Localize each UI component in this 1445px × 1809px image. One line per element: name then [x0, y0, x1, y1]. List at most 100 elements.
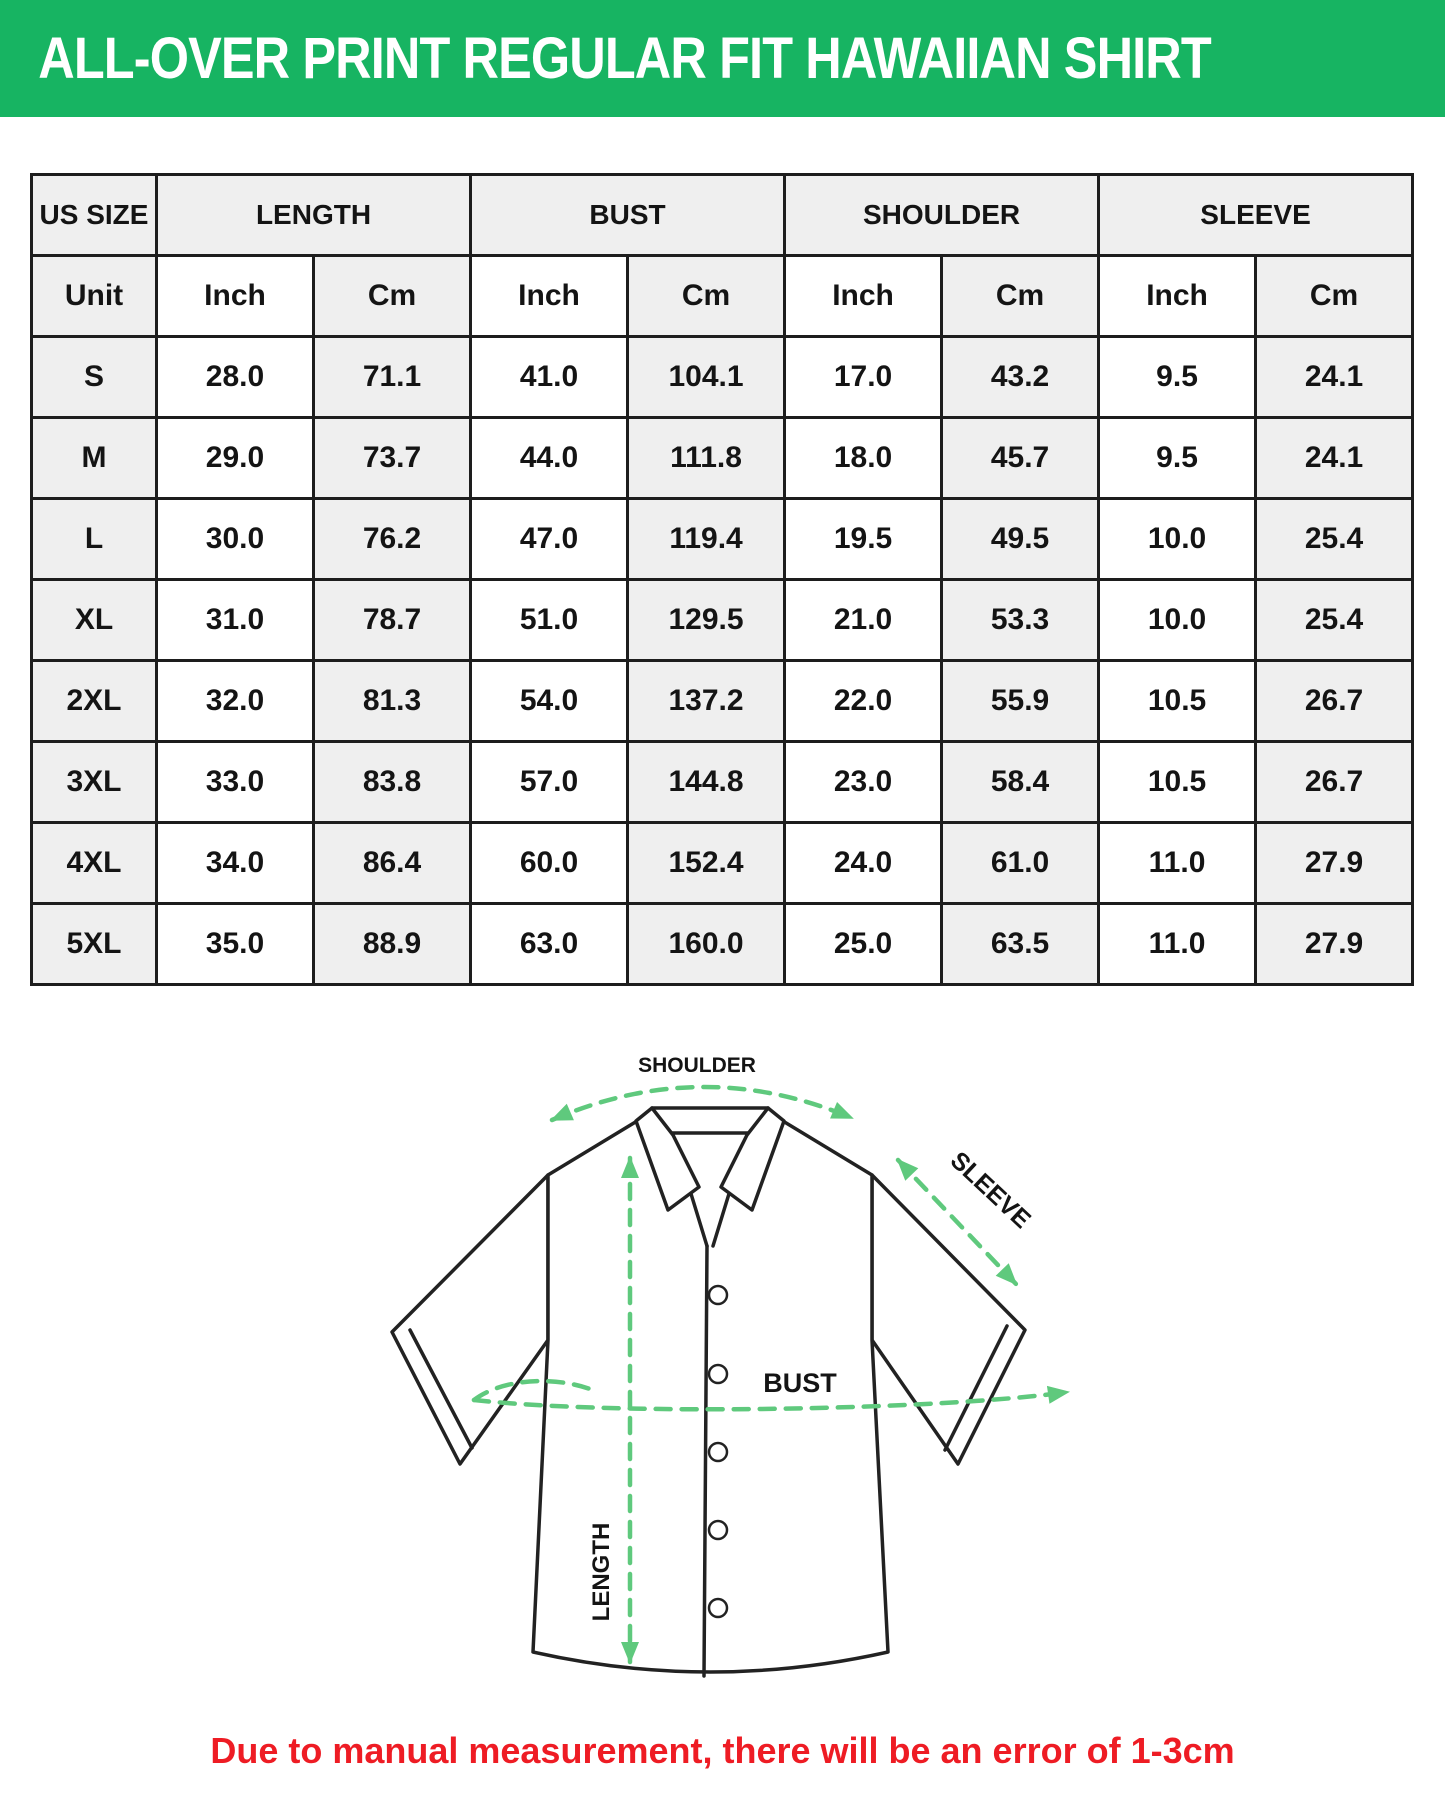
- measurement-cell: 53.3: [940, 578, 1101, 662]
- page-title: ALL-OVER PRINT REGULAR FIT HAWAIIAN SHIR…: [38, 26, 1211, 91]
- measurement-cell: 24.1: [1254, 416, 1415, 500]
- measurement-cell: 55.9: [940, 659, 1101, 743]
- measurement-cell: 88.9: [311, 902, 473, 986]
- shirt-diagram: SHOULDER SLEEVE BUST LENGTH: [390, 1054, 1071, 1678]
- title-banner: ALL-OVER PRINT REGULAR FIT HAWAIIAN SHIR…: [0, 0, 1445, 117]
- column-group-bust: BUST: [469, 173, 787, 257]
- unit-header: Unit: [30, 254, 158, 338]
- unit-cell: Cm: [626, 254, 787, 338]
- measurement-cell: 129.5: [626, 578, 787, 662]
- measurement-cell: 43.2: [940, 335, 1101, 419]
- measurement-cell: 51.0: [469, 578, 630, 662]
- measurement-cell: 32.0: [155, 659, 315, 743]
- size-label: L: [30, 497, 158, 581]
- measurement-cell: 31.0: [155, 578, 315, 662]
- measurement-cell: 10.5: [1097, 740, 1258, 824]
- measurement-cell: 33.0: [155, 740, 315, 824]
- measurement-cell: 34.0: [155, 821, 315, 905]
- measurement-cell: 71.1: [311, 335, 473, 419]
- measurement-note: Due to manual measurement, there will be…: [210, 1730, 1235, 1771]
- size-label: M: [30, 416, 158, 500]
- measurement-cell: 35.0: [155, 902, 315, 986]
- table-row-s: S 28.0 71.1 41.0 104.1 17.0 43.2 9.5 24.1: [30, 335, 1415, 419]
- measurement-cell: 47.0: [469, 497, 630, 581]
- measurement-cell: 49.5: [940, 497, 1101, 581]
- unit-cell: Cm: [940, 254, 1101, 338]
- sleeve-measure-arrow: [895, 1157, 1019, 1287]
- measurement-cell: 26.7: [1254, 740, 1415, 824]
- unit-cell: Inch: [155, 254, 315, 338]
- unit-cell: Inch: [1097, 254, 1258, 338]
- measurement-cell: 18.0: [783, 416, 944, 500]
- measurement-cell: 25.0: [783, 902, 944, 986]
- measurement-cell: 57.0: [469, 740, 630, 824]
- button: [707, 1284, 729, 1306]
- measurement-cell: 28.0: [155, 335, 315, 419]
- measurement-cell: 10.0: [1097, 578, 1258, 662]
- unit-cell: Cm: [1254, 254, 1415, 338]
- measurement-cell: 160.0: [626, 902, 787, 986]
- measurement-cell: 144.8: [626, 740, 787, 824]
- measurement-cell: 78.7: [311, 578, 473, 662]
- measurement-cell: 11.0: [1097, 902, 1258, 986]
- button: [707, 1597, 729, 1619]
- column-group-us-size: US SIZE: [30, 173, 158, 257]
- size-label: 2XL: [30, 659, 158, 743]
- length-label: LENGTH: [588, 1523, 615, 1622]
- measurement-cell: 83.8: [311, 740, 473, 824]
- measurement-cell: 27.9: [1254, 902, 1415, 986]
- measurement-cell: 61.0: [940, 821, 1101, 905]
- measurement-cell: 19.5: [783, 497, 944, 581]
- measurement-cell: 30.0: [155, 497, 315, 581]
- button: [707, 1519, 729, 1541]
- size-label: 4XL: [30, 821, 158, 905]
- shoulder-label: SHOULDER: [638, 1054, 756, 1077]
- unit-cell: Cm: [311, 254, 473, 338]
- size-label: XL: [30, 578, 158, 662]
- measurement-cell: 23.0: [783, 740, 944, 824]
- column-group-sleeve: SLEEVE: [1097, 173, 1415, 257]
- measurement-cell: 27.9: [1254, 821, 1415, 905]
- column-group-length: LENGTH: [154, 173, 473, 257]
- left-sleeve: [390, 1173, 550, 1466]
- measurement-cell: 17.0: [783, 335, 944, 419]
- measurement-cell: 152.4: [626, 821, 787, 905]
- measurement-cell: 45.7: [940, 416, 1101, 500]
- size-label: 5XL: [30, 902, 158, 986]
- shoulder-measure-arrow: [549, 1084, 855, 1123]
- placket-line: [702, 1244, 709, 1678]
- measurement-cell: 10.5: [1097, 659, 1258, 743]
- measurement-cell: 76.2: [311, 497, 473, 581]
- unit-cell: Inch: [783, 254, 944, 338]
- measurement-cell: 63.0: [469, 902, 630, 986]
- measurement-cell: 44.0: [469, 416, 630, 500]
- unit-cell: Inch: [469, 254, 630, 338]
- measurement-cell: 58.4: [940, 740, 1101, 824]
- table-row-l: L 30.0 76.2 47.0 119.4 19.5 49.5 10.0 25.4: [30, 497, 1415, 581]
- measurement-cell: 9.5: [1097, 335, 1258, 419]
- left-cuff-line: [408, 1328, 474, 1450]
- measurement-cell: 86.4: [311, 821, 473, 905]
- measurement-cell: 60.0: [469, 821, 630, 905]
- measurement-cell: 111.8: [626, 416, 787, 500]
- table-row-m: M 29.0 73.7 44.0 111.8 18.0 45.7 9.5 24.1: [30, 416, 1415, 500]
- measurement-cell: 41.0: [469, 335, 630, 419]
- measurement-cell: 81.3: [311, 659, 473, 743]
- measurement-cell: 119.4: [626, 497, 787, 581]
- measurement-cell: 10.0: [1097, 497, 1258, 581]
- bust-measure-loop: [471, 1378, 593, 1403]
- measurement-cell: 22.0: [783, 659, 944, 743]
- measurement-cell: 24.0: [783, 821, 944, 905]
- measurement-cell: 73.7: [311, 416, 473, 500]
- size-label: S: [30, 335, 158, 419]
- measurement-cell: 54.0: [469, 659, 630, 743]
- button: [707, 1363, 729, 1385]
- size-table: US SIZE LENGTH BUST SHOULDER SLEEVE Unit Inch C…: [30, 173, 1415, 986]
- table-row-xl: XL 31.0 78.7 51.0 129.5 21.0 53.3 10.0 25.4: [30, 578, 1415, 662]
- button: [707, 1441, 729, 1463]
- column-group-shoulder: SHOULDER: [783, 173, 1101, 257]
- measurement-cell: 25.4: [1254, 497, 1415, 581]
- bust-label: BUST: [763, 1368, 837, 1398]
- table-row-2xl: 2XL 32.0 81.3 54.0 137.2 22.0 55.9 10.5 26.7: [30, 659, 1415, 743]
